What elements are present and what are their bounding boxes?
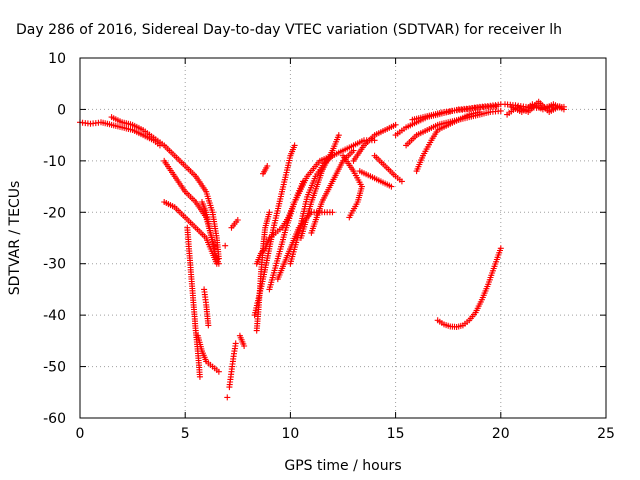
data-series <box>108 114 222 262</box>
data-series <box>222 242 229 249</box>
data-series <box>236 332 248 349</box>
data-point <box>493 103 500 110</box>
data-point <box>291 142 298 149</box>
data-point <box>346 214 353 221</box>
y-tick-label: -60 <box>43 411 66 427</box>
x-tick-label: 10 <box>281 426 299 442</box>
y-tick-label: 10 <box>48 51 66 67</box>
data-point <box>222 242 229 249</box>
data-series <box>228 217 241 231</box>
data-series <box>224 394 231 401</box>
data-series <box>350 121 399 164</box>
data-point <box>335 132 342 139</box>
data-point <box>398 178 405 185</box>
data-point <box>371 137 378 144</box>
y-tick-label: 0 <box>57 102 66 118</box>
x-axis-title: GPS time / hours <box>284 458 401 474</box>
data-point <box>350 147 357 154</box>
grid <box>80 58 606 418</box>
data-point <box>215 260 222 267</box>
data-series <box>403 107 504 149</box>
data-series <box>297 132 342 241</box>
data-series <box>434 245 504 330</box>
data-point <box>497 245 504 252</box>
y-tick-label: -40 <box>43 308 66 324</box>
x-tick-label: 20 <box>492 426 510 442</box>
data-points <box>77 98 567 401</box>
data-point <box>497 107 504 114</box>
y-tick-label: -20 <box>43 205 66 221</box>
data-point <box>205 322 212 329</box>
data-point <box>266 209 273 216</box>
data-point <box>241 343 248 349</box>
x-tick-label: 15 <box>387 426 405 442</box>
data-series <box>340 152 365 221</box>
data-series <box>199 199 222 267</box>
data-series <box>260 163 271 177</box>
y-tick-label: -10 <box>43 154 66 170</box>
chart-title: Day 286 of 2016, Sidereal Day-to-day VTE… <box>16 22 562 38</box>
data-series <box>194 332 222 375</box>
data-point <box>329 209 336 216</box>
x-tick-label: 5 <box>181 426 190 442</box>
y-axis-title: SDTVAR / TECUs <box>7 181 23 296</box>
data-series <box>413 109 483 175</box>
data-series <box>371 152 405 185</box>
data-point <box>388 183 395 190</box>
data-series <box>251 142 298 319</box>
axis-ticks: 0 5 10 15 20 25 10 0 -10 -20 -30 -40 -50 -60 <box>43 51 615 442</box>
data-series <box>508 101 567 115</box>
data-point <box>215 368 222 375</box>
y-tick-label: -50 <box>43 360 66 376</box>
data-series <box>226 340 239 391</box>
data-series <box>308 147 357 236</box>
data-series <box>184 224 203 380</box>
data-point <box>224 394 231 401</box>
data-series <box>201 286 212 329</box>
x-tick-label: 25 <box>597 426 615 442</box>
data-point <box>232 340 239 347</box>
y-tick-label: -30 <box>43 257 66 273</box>
data-point <box>476 109 483 115</box>
data-point <box>234 217 241 223</box>
data-point <box>392 121 399 128</box>
data-point <box>560 106 567 113</box>
data-series <box>356 168 395 190</box>
data-point <box>264 163 271 169</box>
x-tick-label: 0 <box>76 426 85 442</box>
data-series <box>409 103 500 123</box>
data-point <box>196 373 203 380</box>
plot-frame <box>79 57 607 419</box>
